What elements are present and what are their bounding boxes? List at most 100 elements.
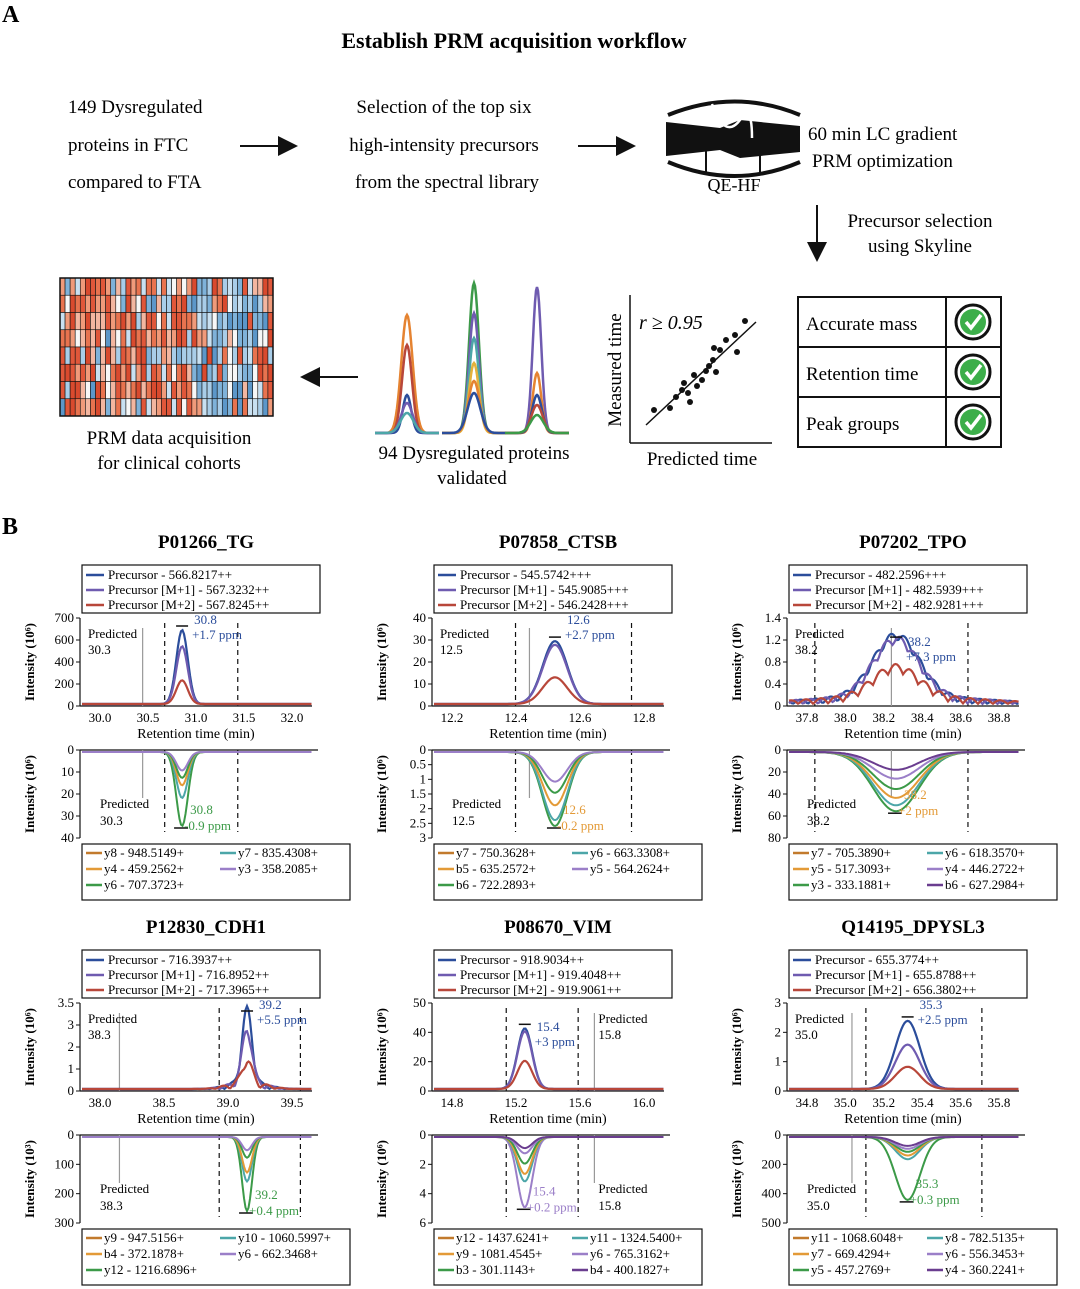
legend-entry: Precursor - 655.3774++ xyxy=(815,952,939,967)
heatmap-cell xyxy=(105,312,112,331)
bottom-apex-rt: 39.2 xyxy=(255,1187,278,1202)
scatter-point xyxy=(703,368,709,374)
fragment-trace xyxy=(789,751,1019,771)
heatmap-cell xyxy=(64,312,71,331)
check-label-peak-groups: Peak groups xyxy=(806,414,899,435)
peak-trace xyxy=(442,379,506,435)
heatmap-cell xyxy=(206,381,213,400)
y-tick-label: 0 xyxy=(68,698,75,713)
step4-text: Precursor selection using Skyline xyxy=(847,211,993,257)
heatmap-cell xyxy=(156,381,162,400)
x-tick-label: 38.0 xyxy=(89,1095,112,1110)
chart-title: P01266_TG xyxy=(158,532,254,553)
x-tick-label: 12.4 xyxy=(505,710,528,725)
peak-trace xyxy=(375,312,439,435)
heatmap-cell xyxy=(186,294,193,313)
heatmap-cell xyxy=(262,294,269,313)
heatmap-cell xyxy=(130,346,137,365)
fragment-trace xyxy=(82,1136,312,1184)
y-tick-label: 2.5 xyxy=(410,815,426,830)
y-axis-label: Intensity (10⁶) xyxy=(22,755,37,833)
legend-entry: Precursor [M+2] - 546.2428+++ xyxy=(460,597,629,612)
precursor-trace xyxy=(434,643,664,706)
y-tick-label: 80 xyxy=(768,830,781,845)
heatmap-cell xyxy=(69,294,76,313)
heatmap-cell xyxy=(105,329,112,348)
y-tick-label: 30 xyxy=(413,632,426,647)
heatmap-cell xyxy=(176,277,183,296)
heatmap-cell xyxy=(196,363,203,382)
x-tick-label: 32.0 xyxy=(281,710,304,725)
legend-entry: y4 - 459.2562+ xyxy=(104,861,184,876)
heatmap-cell xyxy=(201,381,208,400)
heatmap-cell xyxy=(191,312,198,331)
chart-title: P07858_CTSB xyxy=(499,532,618,553)
heatmap-cell xyxy=(85,294,91,313)
scatter-point xyxy=(673,394,679,400)
heatmap-cell xyxy=(140,346,147,365)
legend-entry: Precursor [M+1] - 716.8952++ xyxy=(108,967,269,982)
heatmap-cell xyxy=(206,277,213,296)
scatter-point xyxy=(667,405,673,411)
legend-entry: y6 - 556.3453+ xyxy=(945,1246,1025,1261)
y-tick-label: 0.8 xyxy=(765,654,781,669)
legend-entry: Precursor [M+1] - 655.8788++ xyxy=(815,967,976,982)
heatmap-cell xyxy=(150,277,157,296)
x-tick-label: 38.2 xyxy=(872,710,895,725)
heatmap-cell xyxy=(267,398,274,417)
heatmap-cell xyxy=(247,398,254,417)
legend-entry: b4 - 400.1827+ xyxy=(590,1262,670,1277)
y-tick-label: 1.2 xyxy=(765,632,781,647)
heatmap-cell xyxy=(247,363,254,382)
scatter-ylabel: Measured time xyxy=(605,313,626,426)
heatmap-cell xyxy=(145,312,152,331)
heatmap-cell xyxy=(267,277,274,296)
y-tick-label: 6 xyxy=(420,1215,427,1230)
y-tick-label: 10 xyxy=(61,764,74,779)
heatmap-cell xyxy=(252,363,259,382)
panel-a-label: A xyxy=(2,2,20,28)
heatmap-cell xyxy=(161,294,167,313)
x-tick-label: 14.8 xyxy=(441,1095,464,1110)
y-tick-label: 200 xyxy=(762,1156,782,1171)
heatmap-cell xyxy=(150,381,157,400)
heatmap-cell xyxy=(232,346,238,365)
y-axis-label: Intensity (10⁶) xyxy=(374,755,389,833)
heatmap-cell xyxy=(257,398,264,417)
heatmap-cell xyxy=(237,381,243,400)
heatmap-cell xyxy=(105,277,112,296)
heatmap-cell xyxy=(161,398,167,417)
heatmap-cell xyxy=(135,294,142,313)
y-tick-label: 0 xyxy=(775,742,782,757)
y-tick-label: 40 xyxy=(413,1024,426,1039)
scatter-point xyxy=(691,372,697,378)
x-tick-label: 35.6 xyxy=(949,1095,972,1110)
heatmap-cell xyxy=(247,294,254,313)
heatmap-cell xyxy=(105,398,112,417)
fragment-trace xyxy=(434,1136,664,1150)
heatmap-cell xyxy=(110,398,117,417)
legend-entry: Precursor [M+2] - 919.9061++ xyxy=(460,982,621,997)
legend-entry: y3 - 333.1881+ xyxy=(811,877,891,892)
heatmap-cell xyxy=(211,329,218,348)
heatmap-cell xyxy=(267,329,274,348)
legend-entry: y6 - 618.3570+ xyxy=(945,845,1025,860)
check-label-retention-time: Retention time xyxy=(806,364,918,385)
y-tick-label: 40 xyxy=(768,786,781,801)
heatmap-cell xyxy=(115,381,122,400)
peak-trace xyxy=(442,391,506,435)
predicted-value: 15.8 xyxy=(598,1027,621,1042)
bottom-apex-ppm: -0.2 ppm xyxy=(557,818,604,833)
heatmap-cell xyxy=(196,398,203,417)
fragment-trace xyxy=(789,1136,1019,1153)
heatmap-cell xyxy=(247,381,254,400)
heatmap-cell xyxy=(59,398,66,417)
scatter-xlabel: Predicted time xyxy=(647,449,757,470)
y-tick-label: 0 xyxy=(775,1127,782,1142)
heatmap-cell xyxy=(201,277,208,296)
heatmap-cell xyxy=(79,277,86,296)
fragment-legend xyxy=(433,1228,703,1286)
heatmap-cell xyxy=(257,363,264,382)
